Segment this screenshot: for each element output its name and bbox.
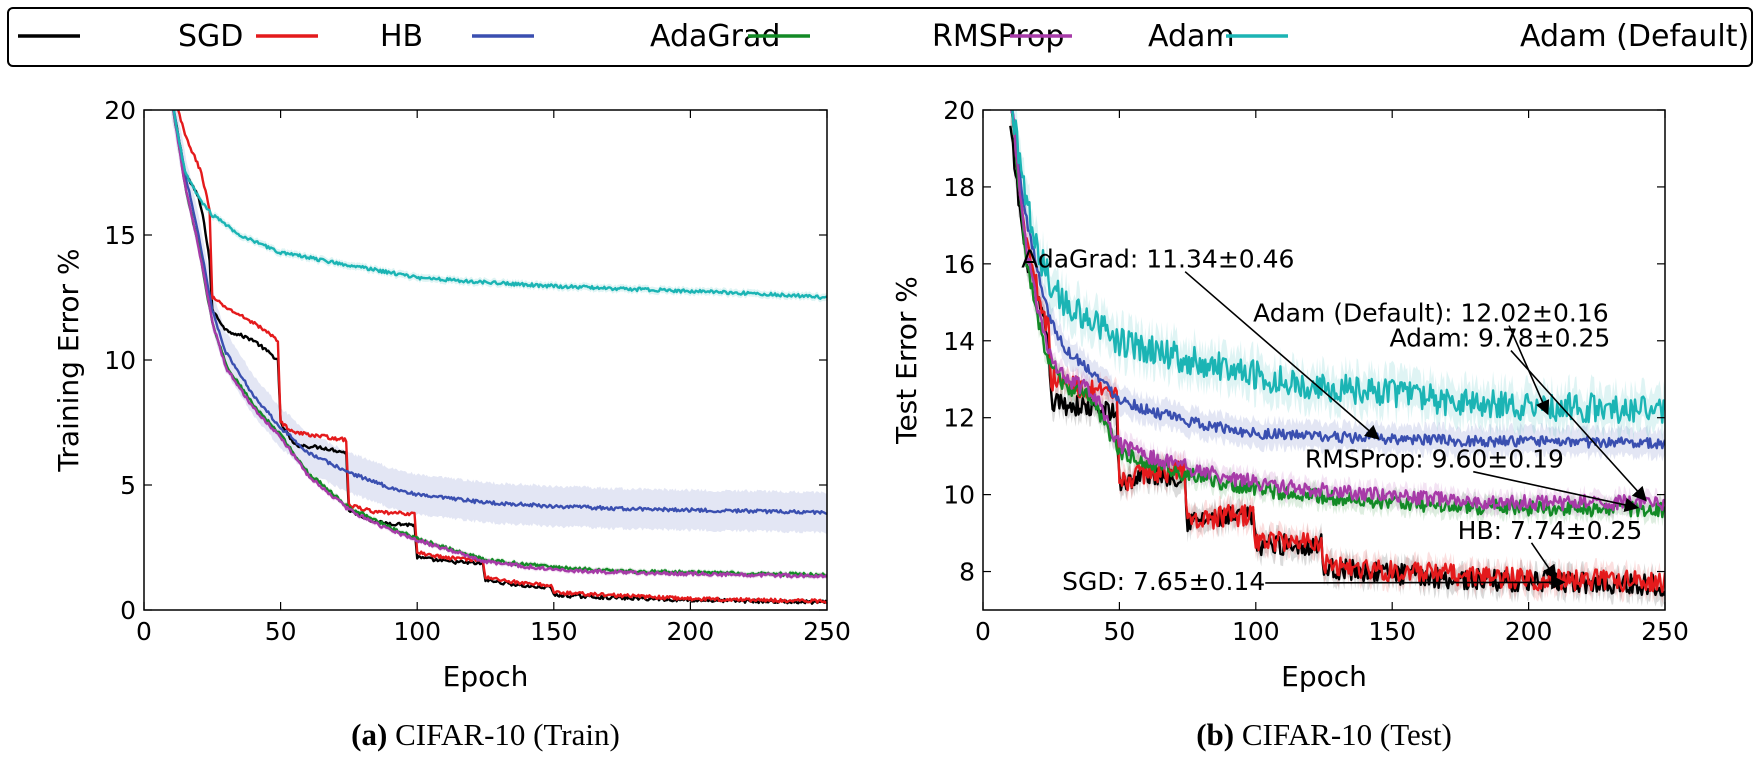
y-tick-label: 10 bbox=[943, 481, 975, 510]
x-tick-label: 50 bbox=[265, 617, 297, 646]
series-line-rmsprop bbox=[172, 110, 827, 578]
legend-label: Adam (Default) bbox=[1520, 19, 1749, 54]
x-tick-label: 200 bbox=[1505, 617, 1553, 646]
x-tick-label: 0 bbox=[136, 617, 152, 646]
x-tick-label: 100 bbox=[1232, 617, 1280, 646]
band-adam-default bbox=[1011, 110, 1665, 443]
y-tick-label: 20 bbox=[943, 96, 975, 125]
legend-label: Adam bbox=[1148, 19, 1235, 54]
x-tick-label: 200 bbox=[667, 617, 715, 646]
series-line-hb bbox=[176, 110, 827, 604]
legend-label: SGD bbox=[178, 19, 243, 54]
legend-frame bbox=[7, 7, 1753, 67]
panel-caption: (b) CIFAR-10 (Test) bbox=[1196, 717, 1452, 752]
x-tick-label: 150 bbox=[530, 617, 578, 646]
annotation-arrow bbox=[1184, 271, 1380, 440]
x-tick-label: 250 bbox=[803, 617, 851, 646]
legend: SGD HB AdaGrad RMSProp Adam Adam (Default) bbox=[7, 7, 1753, 67]
y-tick-label: 12 bbox=[943, 404, 975, 433]
y-tick-label: 20 bbox=[104, 96, 136, 125]
x-axis-label: Epoch bbox=[1281, 660, 1367, 693]
y-axis-label: Training Error % bbox=[52, 248, 85, 472]
annotation-label: RMSProp: 9.60±0.19 bbox=[1305, 445, 1564, 474]
annotation-arrow bbox=[1510, 350, 1647, 502]
y-tick-label: 15 bbox=[104, 221, 136, 250]
annotation-label: Adam (Default): 12.02±0.16 bbox=[1253, 299, 1609, 328]
series-line-adam bbox=[1010, 110, 1665, 512]
x-tick-label: 250 bbox=[1641, 617, 1689, 646]
series-line-adam bbox=[171, 110, 827, 579]
panel-caption-label: (b) bbox=[1196, 717, 1234, 752]
annotation-arrow bbox=[1473, 470, 1640, 512]
panel-caption-label: (a) bbox=[351, 717, 387, 752]
y-tick-label: 14 bbox=[943, 327, 975, 356]
annotation-arrow bbox=[1530, 542, 1557, 580]
annotation-arrow bbox=[1265, 575, 1566, 590]
annotation-label: AdaGrad: 11.34±0.46 bbox=[1021, 245, 1294, 274]
panel-test: 0 50 100 150 200 250 8 10 12 14 16 18 20 AdaGrad: 11… bbox=[890, 96, 1689, 752]
annotation-label: SGD: 7.65±0.14 bbox=[1062, 567, 1265, 596]
y-axis-label: Test Error % bbox=[890, 276, 923, 445]
x-tick-label: 0 bbox=[975, 617, 991, 646]
series-line-adagrad bbox=[172, 110, 827, 515]
y-tick-label: 16 bbox=[943, 250, 975, 279]
plot-frame bbox=[982, 109, 1666, 611]
y-tick-label: 8 bbox=[959, 558, 975, 587]
x-tick-label: 150 bbox=[1368, 617, 1416, 646]
panel-caption: (a) CIFAR-10 (Train) bbox=[351, 717, 620, 752]
x-axis-label: Epoch bbox=[443, 660, 529, 693]
y-tick-label: 5 bbox=[120, 471, 136, 500]
annotation-label: Adam: 9.78±0.25 bbox=[1389, 324, 1610, 353]
y-tick-label: 10 bbox=[104, 346, 136, 375]
x-tick-label: 50 bbox=[1103, 617, 1135, 646]
annotation-label: HB: 7.74±0.25 bbox=[1458, 516, 1643, 545]
series-line-adam-default bbox=[172, 110, 827, 300]
plot-frame bbox=[143, 109, 828, 611]
y-tick-label: 0 bbox=[120, 596, 136, 625]
band-adagrad bbox=[171, 110, 827, 534]
panel-train: 0 50 100 150 200 250 0 5 10 15 20 Epoch Training E… bbox=[52, 96, 851, 752]
panel-caption-text: CIFAR-10 (Train) bbox=[387, 717, 620, 752]
panel-caption-text: CIFAR-10 (Test) bbox=[1234, 717, 1452, 752]
series-line-adam-default bbox=[1011, 110, 1665, 424]
y-tick-label: 18 bbox=[943, 173, 975, 202]
series-line-adagrad bbox=[1011, 110, 1665, 450]
band-adam-default bbox=[172, 110, 827, 303]
x-tick-label: 100 bbox=[393, 617, 441, 646]
legend-label: HB bbox=[380, 19, 423, 54]
